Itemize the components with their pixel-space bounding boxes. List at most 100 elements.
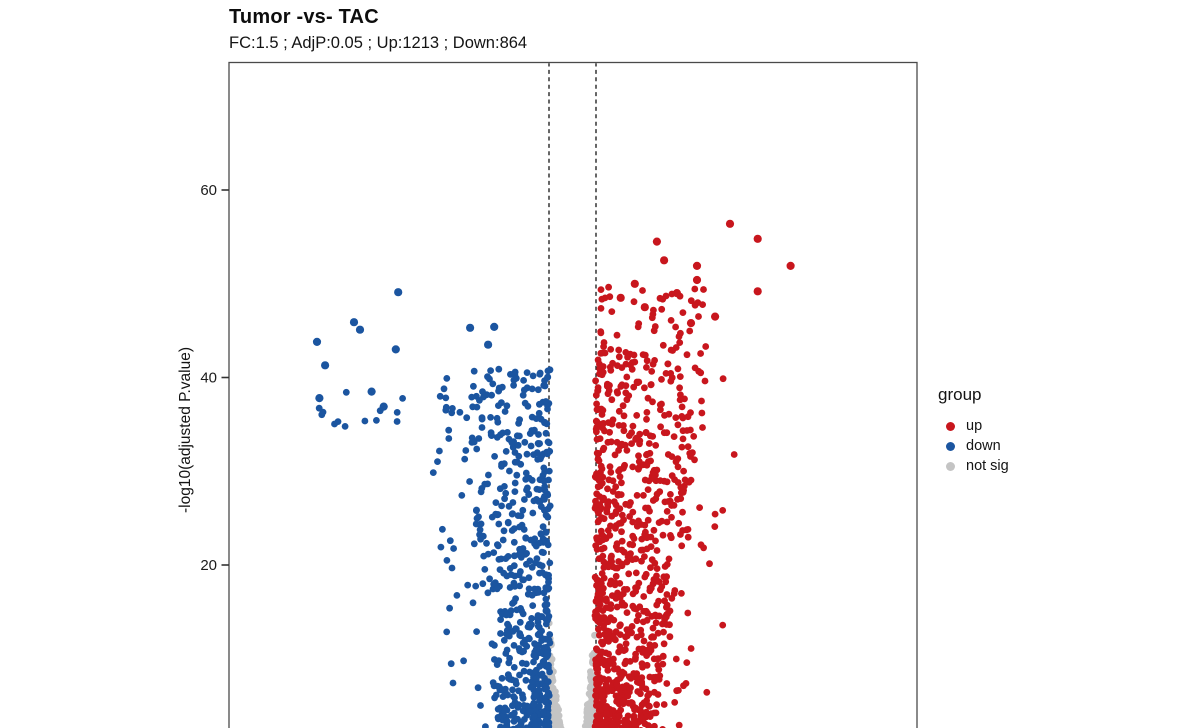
- data-point: [612, 572, 620, 580]
- data-point: [503, 402, 511, 410]
- data-point: [665, 410, 673, 418]
- data-point: [603, 618, 611, 626]
- data-point: [544, 585, 552, 593]
- data-point: [667, 377, 675, 385]
- data-point: [602, 680, 610, 688]
- data-point: [676, 339, 684, 346]
- data-point: [461, 455, 469, 463]
- data-point: [539, 472, 547, 479]
- data-point: [464, 581, 472, 589]
- data-point: [496, 566, 504, 573]
- data-point: [664, 360, 672, 368]
- data-point: [488, 640, 496, 648]
- data-point: [684, 533, 692, 541]
- data-point: [434, 458, 441, 465]
- data-point: [315, 394, 324, 403]
- data-point: [542, 398, 550, 405]
- data-point: [623, 558, 631, 566]
- data-point: [515, 701, 522, 709]
- data-point: [450, 545, 457, 552]
- data-point: [641, 476, 649, 484]
- data-point: [617, 383, 625, 390]
- data-point: [608, 420, 616, 428]
- data-point: [663, 573, 670, 581]
- data-point: [641, 351, 649, 359]
- data-point: [490, 322, 499, 331]
- data-point: [666, 633, 674, 641]
- data-point: [623, 373, 631, 381]
- data-point: [658, 400, 665, 408]
- data-point: [786, 261, 795, 270]
- data-point: [525, 634, 533, 642]
- data-point: [615, 346, 623, 354]
- data-point: [677, 495, 685, 502]
- data-point: [502, 611, 510, 619]
- data-point: [674, 463, 682, 471]
- legend-label-down: down: [966, 438, 1001, 454]
- data-point: [753, 234, 762, 243]
- data-point: [662, 578, 670, 586]
- data-point: [689, 449, 696, 457]
- data-point: [595, 517, 603, 524]
- data-point: [531, 535, 539, 543]
- data-point: [658, 376, 665, 383]
- data-point: [504, 518, 512, 526]
- data-point: [466, 478, 473, 485]
- data-point: [630, 279, 639, 288]
- data-point: [512, 374, 520, 382]
- data-point: [627, 361, 634, 369]
- data-point: [532, 645, 540, 653]
- data-point: [612, 522, 620, 529]
- data-point: [495, 365, 503, 373]
- data-point: [687, 645, 695, 652]
- data-point: [621, 601, 629, 609]
- data-point: [623, 609, 631, 616]
- data-point: [664, 610, 672, 618]
- data-point: [462, 447, 470, 454]
- data-point: [510, 693, 517, 700]
- data-point: [672, 458, 680, 466]
- data-point: [546, 447, 554, 455]
- data-point: [594, 666, 602, 673]
- data-point: [488, 432, 495, 439]
- data-point: [485, 471, 492, 479]
- data-point: [600, 343, 607, 350]
- data-point: [481, 480, 489, 488]
- data-point: [436, 447, 443, 455]
- data-point: [468, 393, 476, 401]
- data-point: [539, 523, 547, 531]
- data-point: [697, 541, 705, 549]
- data-point: [650, 526, 658, 534]
- data-point: [458, 492, 466, 499]
- data-point: [477, 488, 485, 496]
- data-point: [606, 463, 614, 470]
- data-point: [506, 565, 514, 572]
- data-point: [679, 508, 686, 516]
- data-point: [686, 327, 694, 335]
- data-point: [695, 313, 702, 320]
- data-point: [653, 547, 661, 554]
- data-point: [613, 540, 621, 548]
- data-point: [492, 691, 500, 699]
- data-point: [530, 497, 538, 505]
- data-point: [531, 585, 538, 593]
- data-point: [642, 429, 650, 436]
- data-point: [697, 350, 704, 357]
- data-point: [596, 686, 603, 693]
- data-point: [730, 451, 738, 458]
- data-point: [493, 661, 501, 668]
- data-point: [505, 502, 513, 510]
- data-point: [525, 474, 533, 482]
- data-point: [599, 607, 607, 614]
- data-point: [545, 664, 552, 672]
- data-point: [491, 656, 498, 663]
- data-point: [658, 305, 666, 313]
- data-point: [649, 497, 657, 504]
- data-point: [516, 523, 523, 531]
- data-point: [659, 341, 667, 349]
- data-point: [612, 636, 619, 644]
- data-point: [636, 603, 644, 611]
- data-point: [519, 506, 527, 514]
- data-point: [555, 712, 563, 720]
